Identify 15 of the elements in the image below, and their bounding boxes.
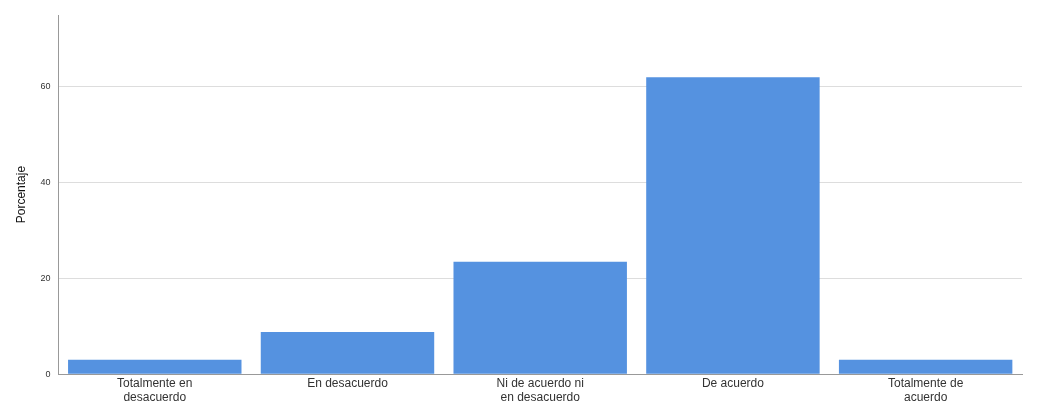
x-tick-label: Totalmente de acuerdo	[887, 375, 964, 405]
y-tick-label: 60	[40, 81, 51, 92]
y-axis-title: Porcentaje	[13, 165, 28, 224]
y-tick-label: 0	[45, 368, 51, 379]
bar	[260, 332, 435, 374]
bar	[68, 359, 242, 374]
x-tick-label: Ni de acuerdo ni en desacuerdo	[496, 375, 584, 405]
bar	[838, 359, 1013, 374]
bar	[646, 77, 820, 374]
x-tick-label: En desacuerdo	[307, 375, 389, 390]
x-tick-label: De acuerdo	[701, 375, 765, 390]
x-tick-label: Totalmente en desacuerdo	[117, 375, 193, 405]
y-tick-label: 40	[40, 177, 51, 188]
y-tick-label: 20	[40, 272, 51, 283]
bar	[453, 261, 627, 374]
